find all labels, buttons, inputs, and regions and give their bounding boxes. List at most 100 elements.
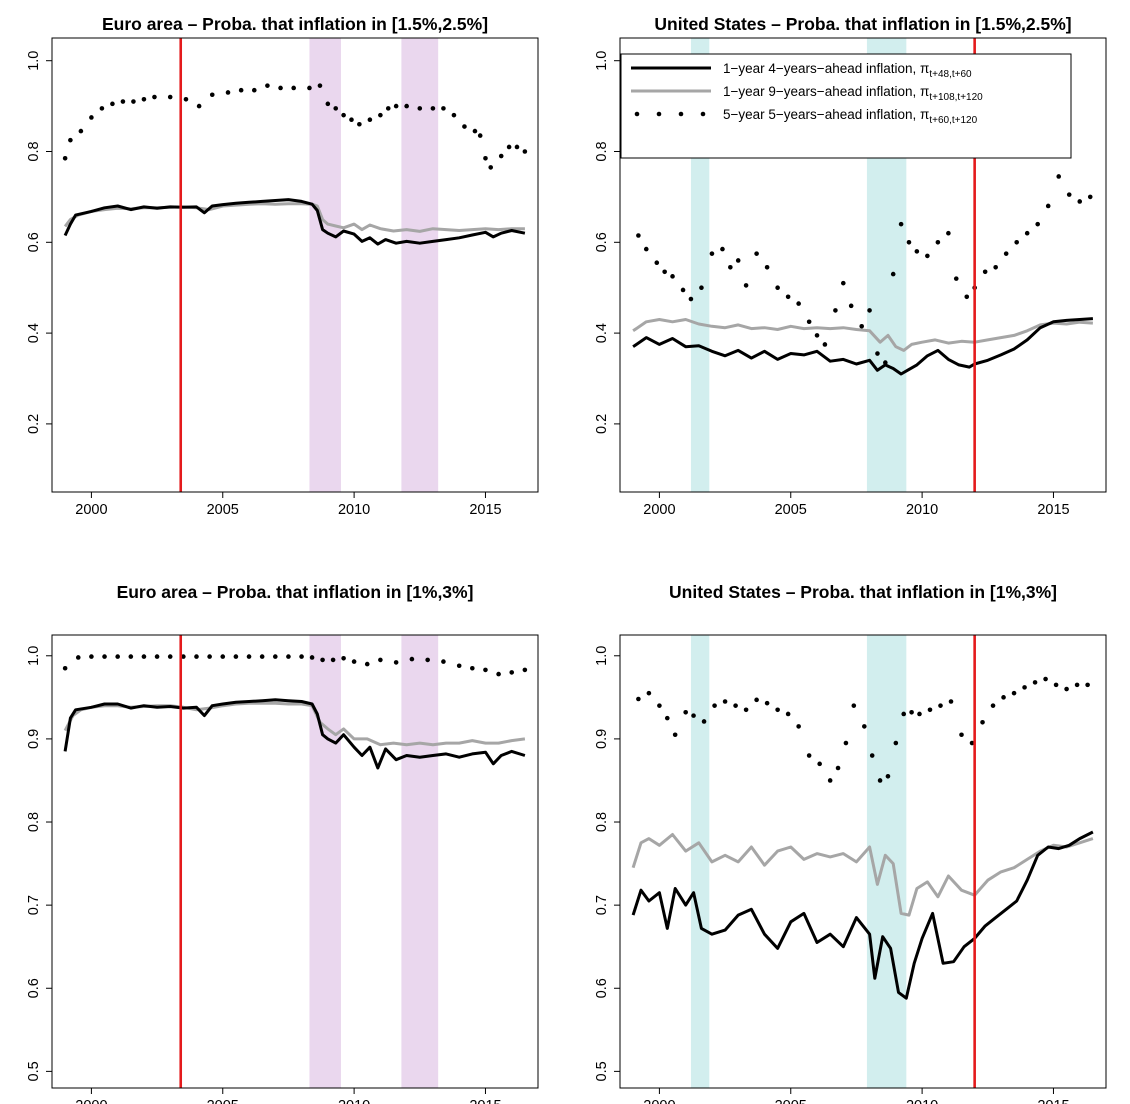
data-point (128, 654, 134, 659)
data-point (522, 667, 528, 673)
data-point (1011, 690, 1017, 696)
data-point (496, 671, 501, 677)
y-tick-label: 0.6 (594, 978, 610, 998)
x-tick-label: 2000 (643, 502, 675, 518)
data-point (307, 85, 312, 91)
data-point (404, 103, 409, 109)
data-point (278, 85, 283, 91)
legend: 1−year 4−years−ahead inflation, πt+48,t+… (620, 53, 1072, 159)
data-point (775, 285, 780, 291)
data-point (733, 703, 738, 708)
data-point (115, 654, 120, 659)
plot-frame (51, 634, 539, 1089)
data-point (893, 740, 899, 746)
data-point (754, 251, 759, 256)
data-point (251, 87, 257, 93)
data-point (817, 761, 822, 767)
series-five-year-dots (636, 676, 1090, 783)
data-point (120, 99, 126, 104)
x-tick-label: 2010 (906, 1098, 938, 1104)
y-tick-label: 1.0 (26, 646, 42, 666)
data-point (1066, 192, 1072, 197)
series-four-years-ahead-line (63, 698, 526, 770)
data-point (320, 657, 325, 663)
data-point (1024, 230, 1030, 236)
data-point (699, 285, 704, 291)
data-point (835, 765, 841, 771)
data-point (154, 654, 160, 659)
data-point (393, 103, 399, 109)
data-point (89, 654, 94, 659)
y-tick-label: 0.6 (26, 978, 42, 998)
data-point (764, 700, 770, 706)
data-point (843, 740, 849, 746)
data-point (62, 156, 68, 161)
data-point (670, 274, 675, 279)
data-point (62, 665, 68, 671)
data-point (102, 654, 107, 659)
x-tick-label: 2005 (207, 1098, 239, 1104)
data-point (417, 106, 423, 111)
data-point (964, 294, 970, 300)
y-tick-label: 0.9 (594, 729, 610, 749)
data-point (722, 699, 728, 704)
shaded-band (309, 38, 341, 492)
data-point (883, 360, 888, 365)
data-point (840, 280, 846, 286)
data-point (167, 654, 173, 659)
legend-dot-swatch (678, 111, 684, 117)
shaded-band (690, 635, 710, 1088)
shaded-band (401, 635, 439, 1088)
data-point (898, 221, 904, 227)
data-point (1045, 203, 1051, 209)
series-nine-years-ahead-line (631, 833, 1094, 917)
x-tick-label: 2000 (75, 502, 107, 518)
legend-dot-swatch (634, 111, 640, 117)
data-point (238, 87, 244, 93)
data-point (1003, 251, 1009, 256)
data-point (141, 654, 147, 659)
data-point (349, 117, 354, 123)
data-point (430, 106, 436, 111)
data-point (862, 724, 867, 729)
y-tick-label: 0.8 (594, 141, 610, 161)
legend-dot-swatch (656, 111, 662, 117)
data-point (890, 271, 896, 277)
data-point (357, 121, 362, 127)
data-point (969, 740, 975, 746)
data-point (367, 117, 373, 123)
data-point (914, 249, 920, 254)
y-tick-label: 0.4 (594, 323, 610, 343)
data-point (636, 233, 641, 238)
data-point (833, 308, 838, 313)
data-point (927, 707, 933, 713)
data-point (194, 654, 199, 659)
data-point (712, 703, 717, 708)
data-point (225, 90, 231, 95)
y-tick-label: 0.5 (594, 1061, 610, 1081)
x-tick-label: 2015 (469, 502, 501, 518)
data-point (509, 670, 515, 675)
data-point (351, 659, 357, 664)
data-point (909, 710, 914, 715)
series-five-year-dots (62, 83, 528, 170)
data-point (925, 253, 930, 259)
chart-panel-3: Euro area – Proba. that inflation in [1%… (26, 582, 539, 1104)
data-point (701, 719, 707, 724)
y-tick-label: 0.4 (26, 323, 42, 343)
data-point (99, 106, 105, 111)
x-tick-label: 2010 (338, 502, 370, 518)
data-point (990, 703, 996, 708)
y-tick-label: 0.2 (594, 414, 610, 434)
x-tick-label: 2005 (207, 502, 239, 518)
x-tick-label: 2015 (1037, 502, 1069, 518)
data-point (785, 294, 791, 300)
data-point (806, 753, 812, 758)
data-point (1074, 682, 1080, 688)
data-point (333, 106, 339, 111)
y-tick-label: 0.2 (26, 414, 42, 434)
data-point (917, 711, 922, 717)
chart-title: Euro area – Proba. that inflation in [1%… (117, 582, 474, 602)
series-four-years-ahead-line (63, 198, 526, 246)
data-point (1085, 682, 1090, 688)
